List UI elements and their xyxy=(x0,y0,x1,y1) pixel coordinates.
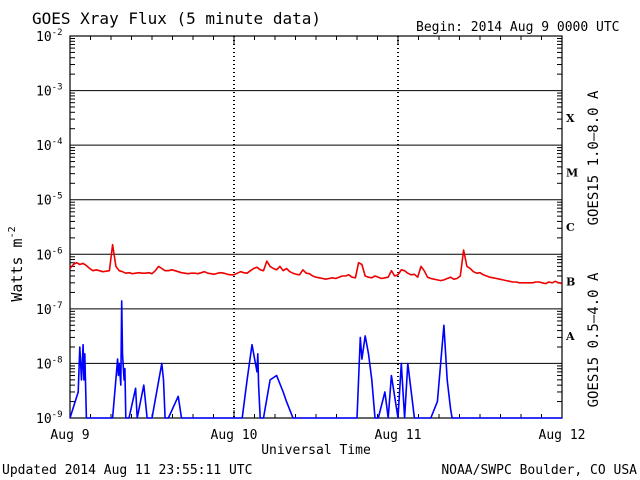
legend-long-channel-text: GOES15 1.0–8.0 A xyxy=(586,90,602,225)
flare-class-label: X xyxy=(566,112,575,125)
y-tick-label: 10-5 xyxy=(36,192,63,209)
begin-label: Begin: 2014 Aug 9 0000 UTC xyxy=(416,20,620,35)
flare-class-label: C xyxy=(566,221,575,234)
plot-area: Aug 9 Aug 10 Aug 11 Aug 12 10-2 10-3 10-4 10-5 1… xyxy=(36,28,585,443)
y-tick-label: 10-7 xyxy=(36,301,63,318)
x-tick-label: Aug 9 xyxy=(50,428,89,443)
y-tick-label: 10-2 xyxy=(36,28,63,45)
x-tick-label: Aug 10 xyxy=(211,428,258,443)
series-line-long-channel xyxy=(69,243,563,285)
x-tick-label: Aug 12 xyxy=(539,428,586,443)
svg-text:Watts m-2: Watts m-2 xyxy=(7,226,26,301)
updated-timestamp: Updated 2014 Aug 11 23:55:11 UTC xyxy=(2,463,252,478)
y-axis-title-sup: -2 xyxy=(7,226,18,238)
flare-class-label: A xyxy=(565,330,575,343)
x-tick-label: Aug 11 xyxy=(375,428,422,443)
y-axis-title-text: Watts m xyxy=(8,238,26,301)
legend-long-channel: GOES15 1.0–8.0 A xyxy=(586,90,602,225)
y-tick-label: 10-4 xyxy=(36,137,63,154)
flare-class-label: B xyxy=(566,276,575,289)
credit-label: NOAA/SWPC Boulder, CO USA xyxy=(441,463,637,478)
series-line-short-channel xyxy=(69,300,562,419)
flare-class-label: M xyxy=(566,166,578,179)
y-tick-label: 10-6 xyxy=(36,246,63,263)
chart-title: GOES Xray Flux (5 minute data) xyxy=(32,9,321,28)
x-axis-title: Universal Time xyxy=(261,443,371,458)
y-tick-label: 10-8 xyxy=(36,355,63,372)
legend-short-channel: GOES15 0.5–4.0 A xyxy=(586,272,602,407)
y-axis-title: Watts m-2 xyxy=(7,226,26,301)
y-tick-label: 10-3 xyxy=(36,83,63,100)
legend-short-channel-text: GOES15 0.5–4.0 A xyxy=(586,272,602,407)
y-tick-label: 10-9 xyxy=(36,410,63,427)
plot-frame xyxy=(69,35,563,419)
